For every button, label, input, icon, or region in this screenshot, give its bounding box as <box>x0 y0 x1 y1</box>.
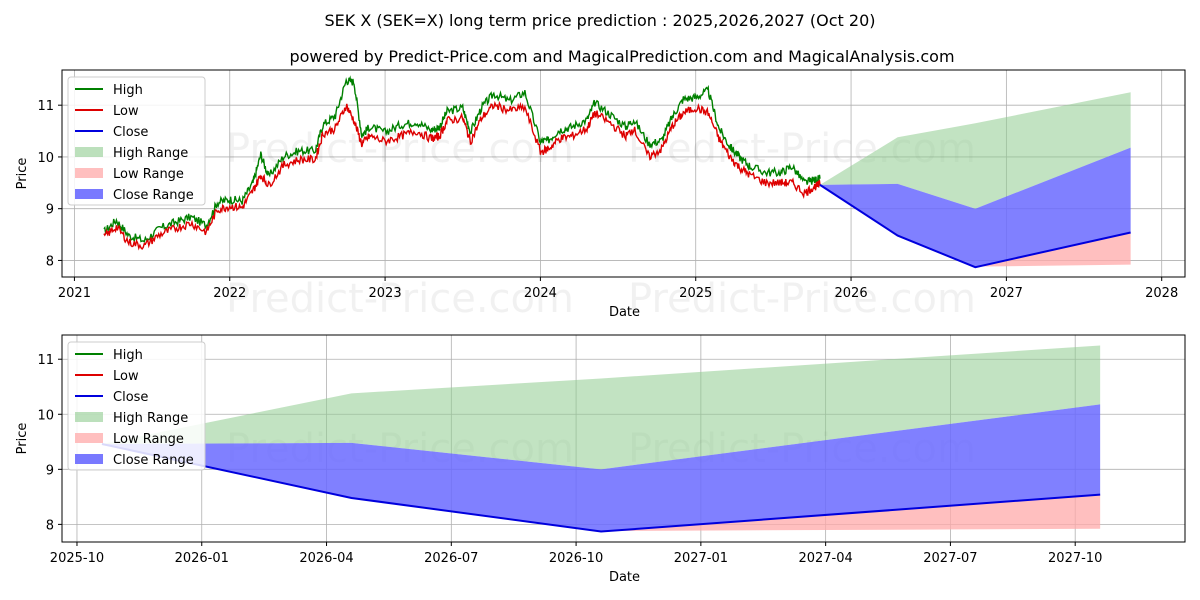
x-tick-label: 2025-10 <box>50 551 104 566</box>
y-tick-label: 10 <box>37 408 54 423</box>
close-line <box>819 184 1131 269</box>
bottom-panel: Predict-Price.comPredict-Price.com2025-1… <box>15 334 1186 585</box>
legend-label: Close <box>113 390 148 405</box>
y-axis-label: Price <box>15 423 30 455</box>
x-tick-label: 2022 <box>213 286 246 301</box>
high-line <box>103 75 821 243</box>
chart-title: SEK X (SEK=X) long term price prediction… <box>324 11 875 30</box>
plot-area <box>101 345 1101 533</box>
x-tick-label: 2027 <box>990 286 1023 301</box>
watermark: Predict-Price.com <box>628 276 976 322</box>
high-range-band <box>819 92 1131 209</box>
x-tick-label: 2027-01 <box>674 551 728 566</box>
x-axis-label: Date <box>609 570 640 585</box>
legend-label: High Range <box>113 146 188 161</box>
legend-swatch <box>75 412 103 422</box>
legend-swatch <box>75 454 103 464</box>
x-tick-label: 2028 <box>1145 286 1178 301</box>
y-tick-label: 9 <box>46 203 54 218</box>
y-tick-label: 10 <box>37 151 54 166</box>
y-tick-label: 11 <box>37 353 54 368</box>
x-tick-label: 2027-10 <box>1048 551 1102 566</box>
x-tick-label: 2025 <box>679 286 712 301</box>
x-tick-label: 2026-10 <box>549 551 603 566</box>
legend-label: Close <box>113 125 148 140</box>
high-range-band <box>101 345 1101 470</box>
y-tick-label: 8 <box>46 518 54 533</box>
legend: High Low Close High Range Low Range Close Ran… <box>67 341 206 471</box>
x-tick-label: 2024 <box>524 286 557 301</box>
legend-label: Close Range <box>113 188 194 203</box>
legend-label: High Range <box>113 411 188 426</box>
legend-label: Low Range <box>113 432 184 447</box>
x-tick-label: 2026 <box>835 286 868 301</box>
x-axis-label: Date <box>609 305 640 320</box>
x-tick-label: 2026-07 <box>424 551 478 566</box>
plot-frame <box>61 334 1186 543</box>
x-tick-label: 2027-07 <box>923 551 977 566</box>
legend-label: High <box>113 348 143 363</box>
watermark: Predict-Price.com <box>226 276 574 322</box>
close-range-band <box>819 147 1131 268</box>
plot-area <box>103 75 1131 269</box>
close-line <box>101 443 1101 533</box>
x-tick-label: 2027-04 <box>798 551 852 566</box>
y-tick-label: 9 <box>46 463 54 478</box>
plot-frame <box>61 69 1186 278</box>
low-line <box>103 100 821 251</box>
legend-label: High <box>113 83 143 98</box>
x-tick-label: 2023 <box>369 286 402 301</box>
legend: High Low Close High Range Low Range Close Ran… <box>67 76 206 206</box>
x-tick-label: 2026-01 <box>175 551 229 566</box>
chart-subtitle: powered by Predict-Price.com and Magical… <box>289 47 954 66</box>
x-tick-label: 2021 <box>58 286 91 301</box>
close-range-band <box>101 404 1101 532</box>
legend-swatch <box>75 168 103 178</box>
legend-swatch <box>75 433 103 443</box>
legend-swatch <box>75 147 103 157</box>
legend-label: Low <box>113 369 139 384</box>
legend-label: Low <box>113 104 139 119</box>
y-tick-label: 11 <box>37 99 54 114</box>
y-tick-label: 8 <box>46 254 54 269</box>
legend-label: Low Range <box>113 167 184 182</box>
top-panel: Predict-Price.com Predict-Price.comPredic… <box>15 69 1186 322</box>
x-tick-label: 2026-04 <box>299 551 353 566</box>
legend-label: Close Range <box>113 453 194 468</box>
legend-swatch <box>75 189 103 199</box>
y-axis-label: Price <box>15 158 30 190</box>
